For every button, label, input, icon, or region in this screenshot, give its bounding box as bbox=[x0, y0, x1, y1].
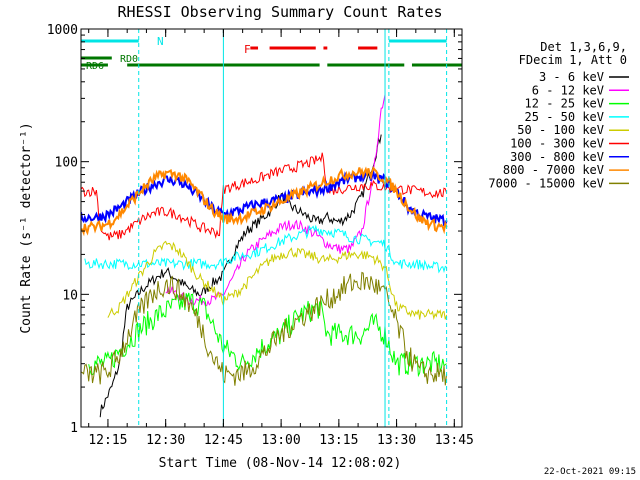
attenuator-label: N bbox=[157, 35, 164, 48]
legend-entry-label: 7000 - 15000 keV bbox=[488, 176, 604, 190]
legend-entry-label: 6 - 12 keV bbox=[532, 83, 604, 97]
x-axis-label: Start Time (08-Nov-14 12:08:02) bbox=[159, 456, 402, 471]
timestamp: 22-Oct-2021 09:15 bbox=[544, 467, 636, 477]
y-tick-label: 1 bbox=[70, 421, 78, 436]
legend: Det 1,3,6,9, FDecim 1, Att 0 3 - 6 keV6 … bbox=[488, 40, 629, 190]
y-tick-label: 10 bbox=[62, 288, 78, 303]
legend-entry-label: 800 - 7000 keV bbox=[503, 163, 604, 177]
legend-entry-label: 25 - 50 keV bbox=[525, 110, 604, 124]
legend-entry-label: 100 - 300 keV bbox=[510, 137, 604, 151]
y-tick-label: 1000 bbox=[47, 23, 78, 38]
x-tick-label: 12:45 bbox=[204, 433, 243, 448]
x-tick-label: 13:15 bbox=[319, 433, 358, 448]
plot-frame bbox=[80, 28, 463, 428]
rd6-label: RD6 bbox=[86, 61, 104, 72]
series-line-6 bbox=[81, 152, 448, 241]
y-axis-label: Count Rate (s⁻¹ detector⁻¹) bbox=[19, 122, 34, 333]
tick-layer: 12:15 12:30 12:45 13:00 13:15 13:30 13:45 1 10 10… bbox=[47, 23, 474, 448]
legend-entry-label: 50 - 100 keV bbox=[517, 123, 604, 137]
legend-header-2: FDecim 1, Att 0 bbox=[519, 53, 627, 67]
legend-entry-label: 3 - 6 keV bbox=[539, 70, 604, 84]
series-line-9 bbox=[81, 271, 448, 386]
series-line-8 bbox=[81, 166, 448, 237]
series-line-5 bbox=[107, 240, 448, 321]
series-line-2 bbox=[165, 94, 386, 307]
y-tick-label: 100 bbox=[55, 156, 78, 171]
series-layer bbox=[81, 94, 448, 418]
series-line-3 bbox=[88, 292, 447, 378]
x-tick-label: 12:30 bbox=[146, 433, 185, 448]
legend-entry-label: 300 - 800 keV bbox=[510, 150, 604, 164]
chart-title: RHESSI Observing Summary Count Rates bbox=[117, 3, 442, 21]
x-tick-label: 13:00 bbox=[262, 433, 301, 448]
x-tick-label: 12:15 bbox=[88, 433, 127, 448]
legend-entry-label: 12 - 25 keV bbox=[525, 97, 604, 111]
rd0-label: RD0 bbox=[120, 54, 138, 65]
series-line-4 bbox=[84, 224, 447, 274]
flare-label: F bbox=[244, 43, 251, 56]
legend-header-1: Det 1,3,6,9, bbox=[540, 40, 627, 54]
series-line-1 bbox=[99, 134, 382, 418]
x-tick-label: 13:30 bbox=[377, 433, 416, 448]
x-tick-label: 13:45 bbox=[435, 433, 474, 448]
